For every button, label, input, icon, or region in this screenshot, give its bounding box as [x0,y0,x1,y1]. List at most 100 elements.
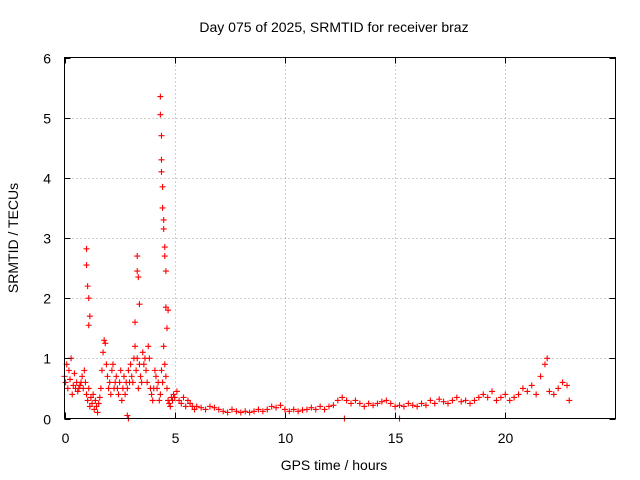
data-point [84,283,91,290]
data-point [182,403,189,410]
data-point [277,402,284,409]
data-point [544,355,551,362]
data-point [440,398,447,405]
data-point [144,379,151,386]
data-point [453,394,460,401]
data-point [69,391,76,398]
data-point [215,406,222,413]
data-point [161,361,168,368]
data-point [107,391,114,398]
data-point [361,403,368,410]
data-point [348,400,355,407]
data-point [83,391,90,398]
data-point [286,408,293,415]
data-point [157,391,164,398]
data-point [365,400,372,407]
data-point [89,400,96,407]
data-point [74,388,81,395]
data-point [85,295,92,302]
data-point [158,168,165,175]
data-point [444,400,451,407]
data-point [158,156,165,163]
data-point [83,262,90,269]
data-point [431,400,438,407]
data-point [98,367,105,374]
data-point [134,268,141,275]
data-point [121,373,128,380]
y-tick-label: 4 [43,171,51,187]
data-point [151,367,158,374]
data-point [471,397,478,404]
data-point [281,406,288,413]
x-tick-label: 10 [278,430,294,446]
data-point [161,253,168,260]
data-point [339,394,346,401]
data-point [156,397,163,404]
data-point [82,379,89,386]
data-point [133,367,140,374]
data-point [290,406,297,413]
data-point [146,355,153,362]
data-point [193,403,200,410]
data-point [436,396,443,403]
data-point [152,373,159,380]
data-point [127,361,134,368]
data-point [83,245,90,252]
data-point [546,388,553,395]
axis-ticks [64,57,616,420]
data-point [255,406,262,413]
data-point [132,343,139,350]
data-point [85,385,92,392]
data-point [90,391,97,398]
data-point [108,367,115,374]
data-point [427,397,434,404]
data-point [163,325,170,332]
data-point [96,394,103,401]
data-point [242,408,249,415]
data-point [80,385,87,392]
data-point [169,397,176,404]
data-point [519,385,526,392]
data-point [564,382,571,389]
data-point [160,343,167,350]
data-point [160,225,167,232]
y-tick-label: 3 [43,231,51,247]
data-point [299,407,306,414]
data-point [528,382,535,389]
data-point [113,373,120,380]
data-point [550,391,557,398]
data-point [159,183,166,190]
y-tick-label: 1 [43,351,51,367]
data-point [94,409,101,416]
data-point [162,373,169,380]
data-point [233,408,240,415]
data-point [95,400,102,407]
data-point [176,397,183,404]
data-point [124,385,131,392]
data-point [374,400,381,407]
data-point [173,388,180,395]
data-point [273,404,280,411]
data-point [396,402,403,409]
data-point [67,376,74,383]
data-point [124,412,131,419]
data-point [64,385,71,392]
data-point [489,388,496,395]
data-points [61,93,573,422]
data-point [462,397,469,404]
data-point [163,385,170,392]
y-tick-label: 6 [43,51,51,67]
data-point [101,337,108,344]
data-point [515,391,522,398]
data-point [114,385,121,392]
data-point [62,379,69,386]
y-tick-label: 5 [43,111,51,127]
data-point [330,402,337,409]
data-point [137,373,144,380]
data-point [118,397,125,404]
data-point [308,404,315,411]
data-point [334,397,341,404]
data-point [343,397,350,404]
y-tick-label: 0 [43,412,51,428]
